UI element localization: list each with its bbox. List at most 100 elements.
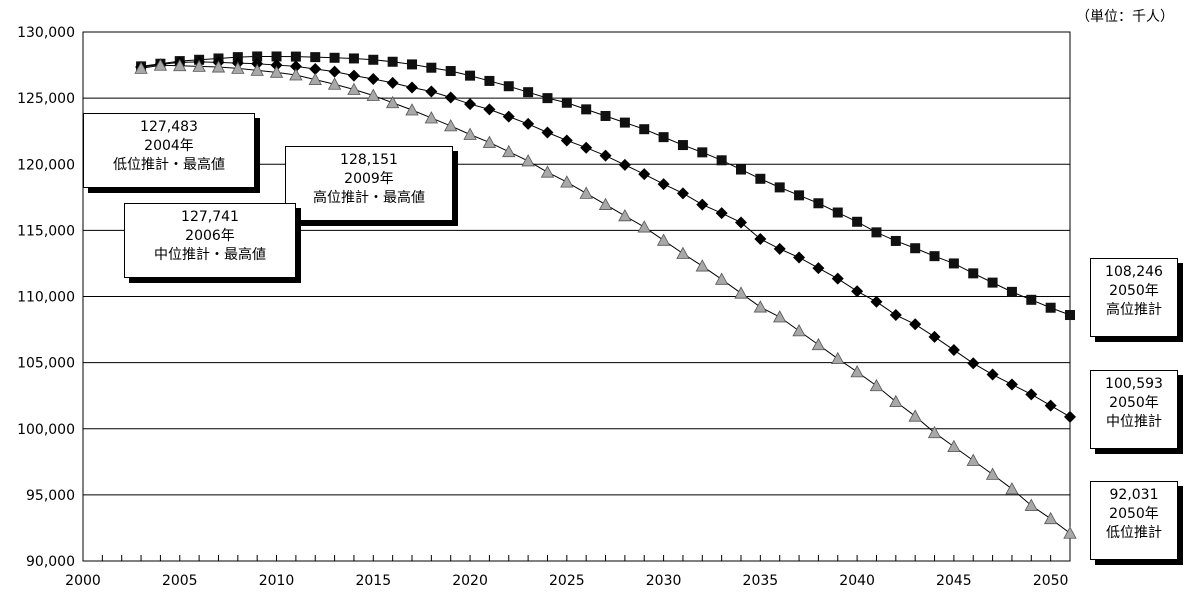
callout-low-2050-year: 2050年 (1109, 506, 1159, 522)
marker-triangle (598, 197, 613, 210)
marker-square (600, 110, 611, 121)
marker-square (871, 227, 882, 238)
y-tick-label: 120,000 (17, 157, 75, 173)
marker-diamond (386, 76, 399, 89)
marker-triangle (521, 154, 535, 167)
marker-diamond (696, 198, 709, 211)
marker-square (1026, 294, 1037, 305)
marker-diamond (1044, 399, 1057, 412)
marker-diamond (754, 232, 767, 245)
x-tick-label: 2040 (839, 573, 875, 589)
marker-triangle (734, 286, 748, 299)
x-tick-label: 2050 (1033, 573, 1069, 589)
marker-diamond (638, 168, 651, 181)
marker-diamond (928, 330, 941, 343)
marker-square (484, 75, 495, 86)
marker-diamond (483, 103, 496, 116)
marker-diamond (599, 149, 612, 162)
marker-diamond (831, 272, 844, 285)
x-tick-label: 2025 (549, 573, 585, 589)
marker-triangle (637, 220, 651, 233)
y-tick-label: 110,000 (17, 290, 75, 306)
marker-diamond (309, 63, 322, 76)
marker-triangle (153, 58, 168, 71)
marker-square (755, 173, 766, 184)
marker-square (697, 147, 708, 158)
marker-diamond (947, 344, 960, 357)
marker-square (290, 51, 301, 62)
marker-diamond (1005, 378, 1018, 391)
callout-mid-peak-year: 2006年 (185, 228, 235, 244)
x-tick-label: 2010 (259, 573, 295, 589)
marker-triangle (289, 68, 303, 81)
marker-triangle (366, 88, 380, 101)
marker-square (619, 117, 630, 128)
marker-triangle (211, 60, 226, 73)
marker-triangle (560, 175, 574, 188)
x-tick-label: 2015 (355, 573, 391, 589)
marker-triangle (1063, 526, 1077, 539)
callout-mid-peak-text: 中位推計・最高値 (154, 247, 266, 263)
marker-square (987, 277, 998, 288)
callout-low-peak-year: 2004年 (144, 138, 194, 154)
marker-triangle (134, 61, 148, 74)
callout-high-peak-value: 128,151 (340, 152, 398, 168)
x-tick-label: 2035 (743, 573, 779, 589)
marker-square (426, 62, 437, 73)
marker-triangle (656, 233, 671, 246)
marker-diamond (735, 216, 747, 229)
x-tick-label: 2000 (65, 573, 101, 589)
marker-triangle (676, 246, 690, 259)
marker-triangle (405, 103, 419, 116)
marker-square (561, 97, 572, 108)
marker-diamond (444, 91, 457, 104)
marker-square (1006, 286, 1017, 297)
marker-triangle (714, 272, 729, 285)
marker-square (310, 52, 321, 63)
marker-triangle (463, 127, 477, 140)
y-tick-label: 115,000 (17, 223, 75, 239)
marker-triangle (579, 186, 593, 199)
marker-triangle (985, 467, 1000, 480)
marker-square (1045, 302, 1056, 313)
marker-square (948, 258, 959, 269)
y-tick-label: 95,000 (26, 488, 75, 504)
marker-triangle (231, 61, 245, 74)
callout-high-peak-text: 高位推計・最高値 (313, 190, 425, 206)
marker-triangle (1024, 498, 1038, 511)
marker-triangle (908, 409, 922, 422)
marker-triangle (385, 95, 400, 109)
marker-diamond (541, 126, 554, 139)
callout-mid-2050-text: 中位推計 (1106, 414, 1162, 430)
marker-diamond (851, 285, 864, 298)
marker-diamond (1064, 410, 1076, 423)
marker-diamond (773, 242, 786, 255)
y-tick-label: 90,000 (26, 554, 75, 570)
marker-square (852, 216, 863, 227)
marker-triangle (811, 337, 826, 351)
marker-triangle (192, 59, 206, 72)
marker-triangle (618, 208, 632, 222)
marker-square (736, 164, 746, 175)
marker-diamond (367, 72, 380, 85)
marker-diamond (1025, 388, 1038, 401)
callout-low-peak-text: 低位推計・最高値 (113, 157, 225, 173)
marker-diamond (464, 98, 477, 111)
marker-square (271, 51, 282, 62)
marker-square (387, 56, 398, 67)
callout-low-peak: 127,483 2004年 低位推計・最高値 (83, 113, 255, 188)
y-tick-label: 100,000 (17, 422, 75, 438)
callout-mid-2050-value: 100,593 (1105, 376, 1163, 392)
marker-diamond (812, 262, 825, 275)
marker-triangle (966, 453, 980, 466)
marker-triangle (424, 111, 439, 124)
marker-diamond (502, 110, 515, 123)
marker-triangle (927, 425, 942, 439)
marker-diamond (889, 309, 902, 322)
marker-square (542, 93, 553, 104)
callout-low-2050: 92,031 2050年 低位推計 (1090, 481, 1178, 560)
marker-square (832, 207, 843, 218)
marker-triangle (444, 119, 458, 132)
marker-triangle (347, 82, 361, 95)
unit-label: （単位：千人） (1076, 9, 1174, 25)
